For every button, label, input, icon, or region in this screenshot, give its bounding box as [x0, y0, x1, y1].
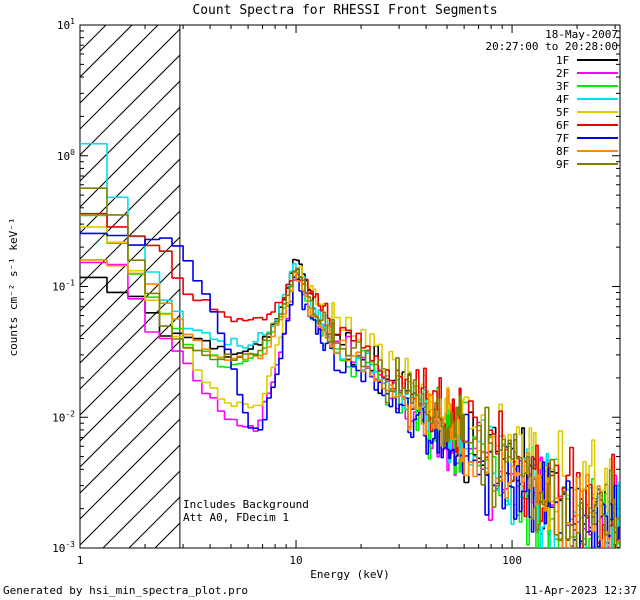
x-tick-label: 1	[77, 554, 84, 567]
y-tick-label: 101	[57, 17, 75, 32]
legend-label-4F: 4F	[556, 93, 569, 106]
series-6F-line	[80, 212, 618, 548]
footer-timestamp: 11-Apr-2023 12:37	[524, 584, 637, 597]
y-tick-label: 10-2	[52, 409, 75, 424]
legend-label-8F: 8F	[556, 145, 569, 158]
series-2F-line	[80, 261, 618, 548]
series-1F-line	[80, 258, 620, 548]
legend-label-5F: 5F	[556, 106, 569, 119]
legend-label-7F: 7F	[556, 132, 569, 145]
low-energy-hatch-region	[80, 25, 180, 548]
annotation-attenuator: Att A0, FDecim 1	[183, 511, 289, 524]
footer-generated-by: Generated by hsi_min_spectra_plot.pro	[3, 584, 248, 597]
legend-label-9F: 9F	[556, 158, 569, 171]
y-tick-label: 100	[57, 148, 75, 163]
obs-time-range: 20:27:00 to 20:28:00	[486, 40, 618, 53]
series-4F-line	[80, 142, 620, 548]
series-8F-line	[80, 259, 620, 548]
series-5F-line	[80, 226, 618, 548]
series-7F-line	[80, 232, 620, 548]
obs-date: 18-May-2007	[545, 28, 618, 41]
annotation-includes-background: Includes Background	[183, 498, 309, 511]
legend-label-3F: 3F	[556, 80, 569, 93]
x-tick-label: 10	[289, 554, 302, 567]
series-9F-line	[80, 187, 620, 548]
x-tick-label: 100	[502, 554, 522, 567]
legend-label-6F: 6F	[556, 119, 569, 132]
y-axis-label: counts cm⁻² s⁻¹ keV⁻¹	[7, 217, 20, 356]
plot-frame	[79, 24, 621, 549]
y-tick-label: 10-1	[52, 279, 75, 294]
y-tick-label: 10-3	[52, 540, 75, 555]
plot-title: Count Spectra for RHESSI Front Segments	[192, 3, 497, 18]
legend-label-2F: 2F	[556, 67, 569, 80]
axis-ticks	[79, 24, 620, 549]
series-3F-line	[80, 214, 620, 548]
legend-label-1F: 1F	[556, 54, 569, 67]
x-axis-label: Energy (keV)	[310, 568, 389, 581]
